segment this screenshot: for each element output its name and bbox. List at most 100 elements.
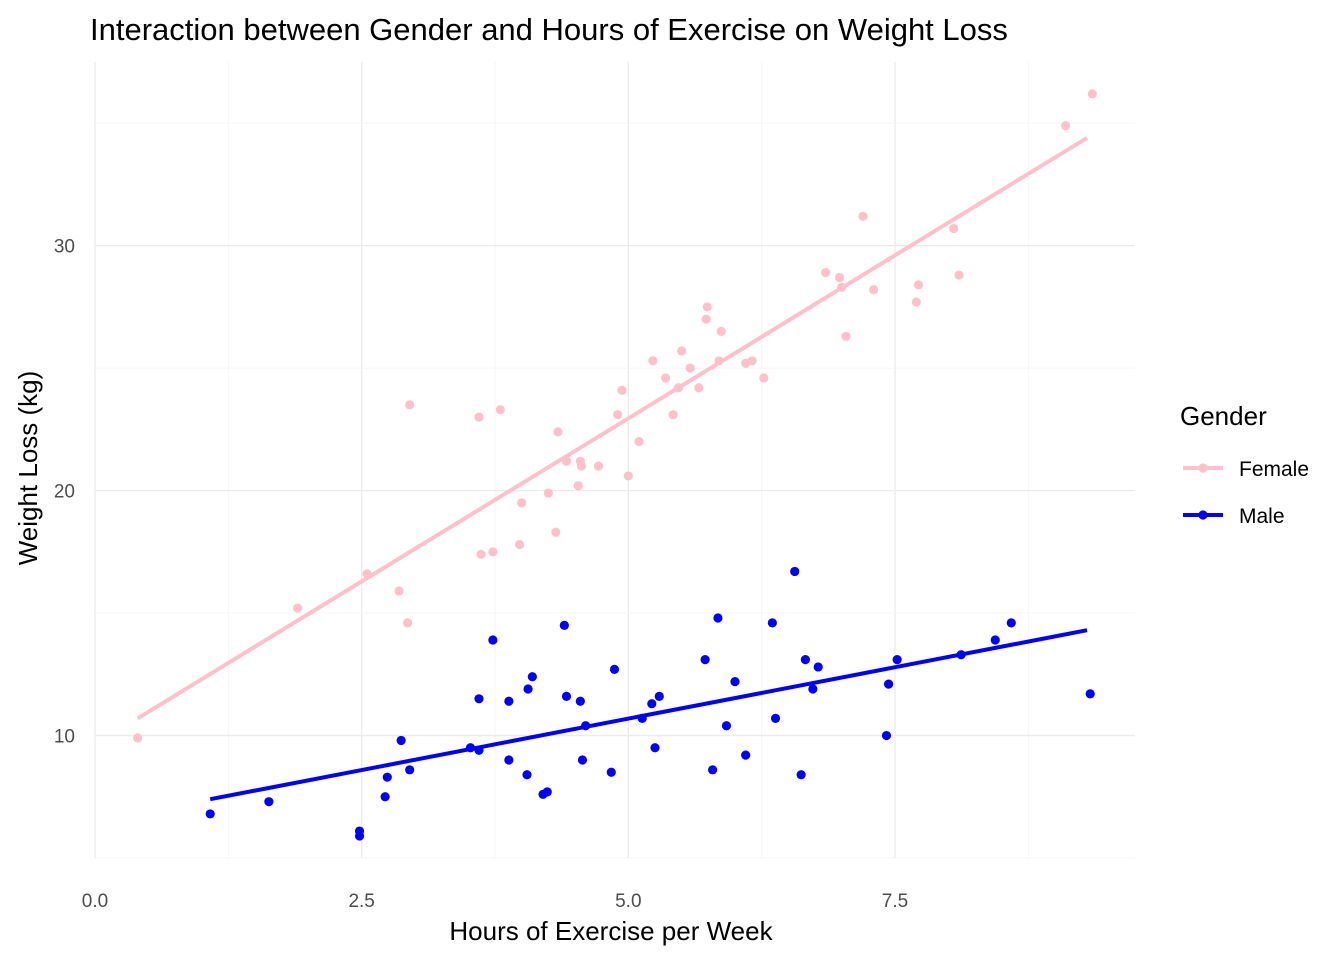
female-data-point xyxy=(677,346,687,356)
female-data-point xyxy=(949,223,959,234)
female-data-point xyxy=(841,331,851,341)
data-points xyxy=(133,89,1097,841)
male-legend-label: Male xyxy=(1239,505,1285,528)
male-data-point xyxy=(609,664,620,675)
y-tick-label: 10 xyxy=(54,727,75,748)
male-data-point xyxy=(884,679,894,689)
female-data-point xyxy=(714,356,724,366)
female-data-point xyxy=(474,412,484,422)
female-data-point xyxy=(553,427,563,437)
male-data-point xyxy=(1006,618,1016,628)
male-data-point xyxy=(650,743,660,753)
chart-title: Interaction between Gender and Hours of … xyxy=(90,12,1008,47)
male-data-point xyxy=(654,691,664,701)
male-data-point xyxy=(561,691,572,701)
male-data-point xyxy=(522,770,532,780)
male-data-point xyxy=(474,745,484,755)
female-data-point xyxy=(747,356,757,366)
female-data-point xyxy=(759,373,769,383)
male-data-point xyxy=(380,792,390,802)
male-data-point xyxy=(637,713,647,723)
female-data-point xyxy=(648,356,658,366)
x-axis-title: Hours of Exercise per Week xyxy=(449,916,773,946)
male-data-point xyxy=(713,613,723,623)
female-legend-marker xyxy=(1198,463,1208,473)
female-data-point xyxy=(661,373,671,383)
male-data-point xyxy=(700,655,710,665)
female-data-point xyxy=(668,410,678,420)
female-data-point xyxy=(685,363,695,373)
trend-lines xyxy=(136,136,1089,802)
female-data-point xyxy=(913,280,924,290)
female-data-point xyxy=(1061,121,1071,131)
male-data-point xyxy=(790,566,800,577)
female-data-point xyxy=(821,268,831,278)
male-data-point xyxy=(647,699,657,709)
x-tick-label: 2.5 xyxy=(348,891,374,912)
male-data-point xyxy=(767,618,777,628)
female-data-point xyxy=(613,410,623,420)
male-data-point xyxy=(730,677,740,687)
female-legend-label: Female xyxy=(1239,458,1309,481)
female-data-point xyxy=(561,456,572,466)
female-data-point xyxy=(551,527,561,537)
axis-ticks: 0.0 2.5 5.0 7.5 10 20 30 xyxy=(54,237,908,912)
legend: Gender Female Male xyxy=(1180,401,1309,528)
male-data-point xyxy=(382,772,392,782)
female-data-point xyxy=(476,549,486,559)
female-data-point xyxy=(293,603,303,613)
female-data-point xyxy=(495,405,505,415)
male-data-point xyxy=(527,672,537,682)
male-data-point xyxy=(770,713,781,723)
female-data-point xyxy=(869,285,879,295)
male-data-point xyxy=(559,620,569,630)
male-data-point xyxy=(892,655,902,665)
female-data-point xyxy=(617,385,627,395)
female-data-point xyxy=(634,437,644,447)
male-data-point xyxy=(990,635,1000,645)
male-trend-line xyxy=(209,628,1088,802)
male-data-point xyxy=(606,767,616,777)
male-data-point xyxy=(808,684,818,694)
male-data-point xyxy=(1085,689,1095,699)
legend-title: Gender xyxy=(1180,401,1267,431)
female-data-point xyxy=(543,488,553,498)
male-data-point xyxy=(488,635,498,645)
female-data-point xyxy=(576,461,587,471)
male-data-point xyxy=(405,765,415,775)
male-data-point xyxy=(354,831,365,841)
male-data-point xyxy=(205,809,215,819)
female-data-point xyxy=(1087,89,1097,99)
female-data-point xyxy=(694,383,704,393)
female-data-point xyxy=(701,314,711,324)
female-data-point xyxy=(623,471,633,481)
female-data-point xyxy=(405,400,415,410)
female-data-point xyxy=(573,481,583,491)
grid-lines xyxy=(94,62,1135,859)
x-tick-label: 0.0 xyxy=(82,891,108,912)
male-data-point xyxy=(708,765,718,775)
male-data-point xyxy=(800,655,811,665)
male-data-point xyxy=(721,721,732,731)
male-data-point xyxy=(813,662,823,672)
male-data-point xyxy=(523,684,533,694)
female-data-point xyxy=(517,498,527,508)
y-tick-label: 30 xyxy=(54,237,75,258)
female-data-point xyxy=(402,618,413,628)
female-data-point xyxy=(834,272,845,283)
male-data-point xyxy=(577,755,588,765)
male-data-point xyxy=(504,755,514,765)
female-data-point xyxy=(394,586,404,596)
male-data-point xyxy=(881,730,892,741)
female-trend-line xyxy=(136,136,1089,721)
female-data-point xyxy=(858,211,868,221)
female-data-point xyxy=(837,282,847,292)
female-data-point xyxy=(362,569,372,579)
male-legend-marker xyxy=(1198,510,1208,520)
female-data-point xyxy=(673,383,684,393)
female-data-point xyxy=(593,461,604,471)
female-data-point xyxy=(954,270,964,280)
female-data-point xyxy=(702,302,712,312)
male-data-point xyxy=(396,735,406,746)
male-data-point xyxy=(465,743,476,753)
